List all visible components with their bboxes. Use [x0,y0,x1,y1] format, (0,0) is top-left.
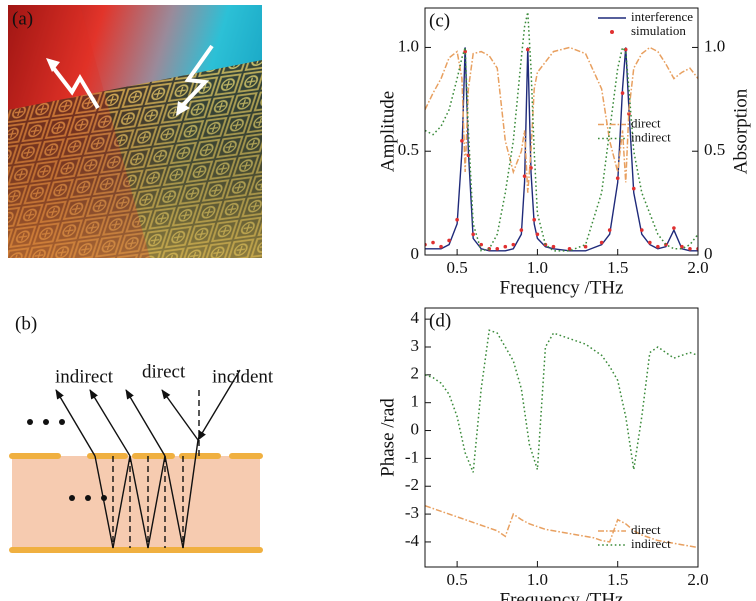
legend-label: direct [631,115,661,130]
data-point [568,247,572,251]
data-point [532,218,536,222]
data-point [536,232,540,236]
x-tick-label: 1.0 [527,570,548,589]
y-tick-label: 4 [411,308,420,327]
x-tick-label: 1.5 [607,258,628,277]
x-axis-label: Frequency /THz [500,589,624,601]
panel-label: (b) [15,313,37,334]
data-point [688,247,692,251]
legend-label: indirect [631,129,671,144]
data-point [608,228,612,232]
data-point [621,91,625,95]
y-tick-label: 0 [411,419,420,438]
x-axis-label: Frequency /THz [500,277,624,298]
y-tick-label: 0.5 [704,140,725,159]
data-point [455,218,459,222]
data-point [460,139,464,143]
diagram-label: incident [212,366,274,387]
x-tick-label: 0.5 [446,570,467,589]
data-point [471,232,475,236]
data-point [632,187,636,191]
panel-b-diagram: (b) indirect direct incident [12,313,274,550]
legend-marker [610,30,614,34]
data-line [425,330,698,472]
y-tick-label: 0 [411,244,420,263]
y-tick-label: 3 [411,336,420,355]
y-axis-label: Amplitude [377,91,398,172]
data-point [552,245,556,249]
y-tick-label: 2 [411,364,420,383]
data-point [616,176,620,180]
data-point [680,245,684,249]
x-tick-label: 0.5 [446,258,467,277]
data-point [512,243,516,247]
y-tick-label: 1 [411,392,420,411]
y-tick-label: -1 [405,447,419,466]
data-point [495,247,499,251]
legend-label: simulation [631,23,686,38]
panel-label: (a) [12,8,33,29]
data-point [600,241,604,245]
data-point [640,228,644,232]
legend-label: direct [631,522,661,537]
data-point [447,239,451,243]
data-point [648,241,652,245]
x-tick-label: 1.0 [527,258,548,277]
y-tick-label: 1.0 [398,36,419,55]
data-point [656,245,660,249]
data-point [526,48,530,52]
y-tick-label: -2 [405,475,419,494]
y-tick-label: -3 [405,503,419,522]
x-tick-label: 2.0 [687,570,708,589]
data-point [503,245,507,249]
legend-label: interference [631,9,693,24]
data-point [672,226,676,230]
legend-label: indirect [631,536,671,551]
diagram-label: direct [142,361,186,382]
y-tick-label: 0.5 [398,140,419,159]
y-tick-label: -4 [405,531,420,550]
data-point [523,174,527,178]
diagram-label: indirect [55,366,114,387]
panel-a-image [8,5,262,258]
y-tick-label: 1.0 [704,36,725,55]
data-point [439,245,443,249]
panel-label: (c) [429,10,450,31]
y-tick-label: 0 [704,244,713,263]
data-point [520,228,524,232]
y2-axis-label: Absorption [730,88,751,174]
x-tick-label: 1.5 [607,570,628,589]
panel-label: (d) [429,310,451,331]
data-point [431,241,435,245]
y-axis-label: Phase /rad [377,398,398,477]
figure: (a) (b) indirect direct incident 0.5 1.0 1… [0,0,756,601]
